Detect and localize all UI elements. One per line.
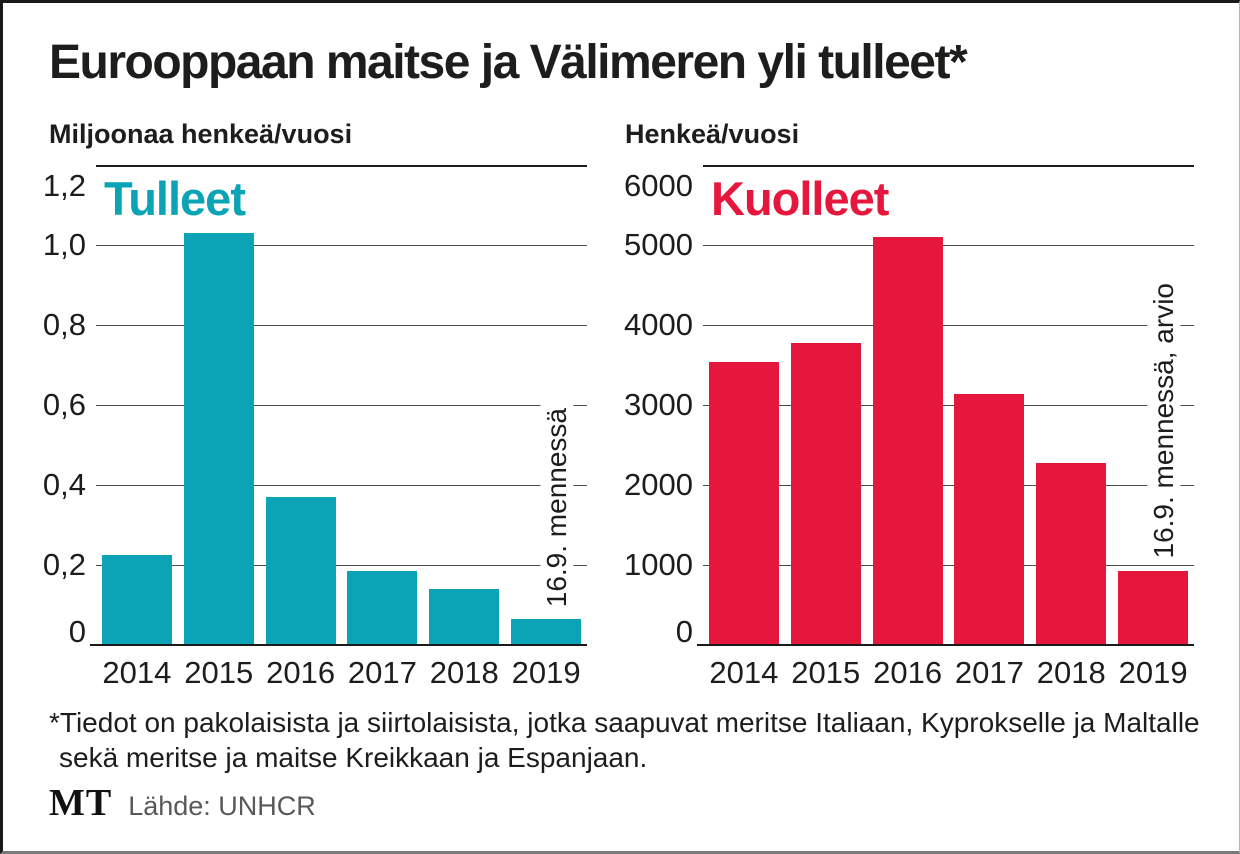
y-axis-tick-label: 0 <box>68 614 86 649</box>
gridline <box>703 404 1194 406</box>
bar-2018 <box>1036 463 1107 645</box>
deaths-y-axis-unit-label: Henkeä/vuosi <box>625 119 800 149</box>
source-label: Lähde: UNHCR <box>128 791 316 821</box>
arrivals-annotation: 16.9. mennessä <box>539 403 573 611</box>
arrivals-chart: Miljoonaa henkeä/vuosi Tulleet 16.9. men… <box>3 3 1239 851</box>
y-axis-tick-label: 0,8 <box>42 307 86 342</box>
gridline <box>96 484 587 486</box>
y-axis-tick-label: 2000 <box>624 467 693 502</box>
y-axis-tick-label: 1000 <box>624 547 693 582</box>
y-axis-tick-label: 5000 <box>624 227 693 262</box>
bar-2018 <box>429 589 500 645</box>
bar-2014 <box>708 361 779 645</box>
arrivals-x-axis-line <box>90 644 587 646</box>
bar-2019 <box>511 619 582 645</box>
gridline <box>703 165 1194 167</box>
footnote-line-1: *Tiedot on pakolaisista ja siirtolaisist… <box>49 707 1200 738</box>
gridline <box>96 165 587 167</box>
page-title: Eurooppaan maitse ja Välimeren yli tulle… <box>49 36 968 89</box>
y-axis-tick-label: 0,2 <box>42 547 86 582</box>
bar-2017 <box>347 571 418 645</box>
x-axis-tick-label: 2016 <box>266 655 336 690</box>
gridline <box>96 564 587 566</box>
bar-2014 <box>101 555 172 645</box>
bar-2016 <box>265 497 336 645</box>
y-axis-tick-label: 0,6 <box>42 387 86 422</box>
y-axis-tick-label: 1,0 <box>42 227 86 262</box>
footnote-line-2: sekä meritse ja maitse Kreikkaan ja Espa… <box>59 742 648 773</box>
y-axis-tick-label: 4000 <box>624 307 693 342</box>
bar-2015 <box>790 343 861 645</box>
bar-2015 <box>183 233 254 645</box>
x-axis-tick-label: 2016 <box>873 655 943 690</box>
gridline <box>703 484 1194 486</box>
deaths-chart: Henkeä/vuosi Kuolleet 16.9. mennessä, ar… <box>3 3 1239 851</box>
gridline <box>703 564 1194 566</box>
gridline <box>96 324 587 326</box>
gridline <box>96 404 587 406</box>
y-axis-tick-label: 6000 <box>624 168 693 203</box>
x-axis-tick-label: 2018 <box>1036 655 1106 690</box>
deaths-plot-area: Kuolleet 16.9. mennessä, arvio 6000 5000 4… <box>624 165 1194 690</box>
gridline <box>703 324 1194 326</box>
deaths-x-axis-line <box>697 644 1194 646</box>
x-axis-tick-label: 2017 <box>954 655 1024 690</box>
y-axis-tick-label: 1,2 <box>42 168 86 203</box>
arrivals-y-axis-unit-label: Miljoonaa henkeä/vuosi <box>49 119 353 149</box>
source-row: MT Lähde: UNHCR <box>49 781 316 825</box>
bar-2017 <box>954 393 1025 645</box>
x-axis-tick-label: 2019 <box>511 655 581 690</box>
x-axis-tick-label: 2015 <box>184 655 254 690</box>
x-axis-tick-label: 2018 <box>429 655 499 690</box>
x-axis-tick-label: 2019 <box>1118 655 1188 690</box>
deaths-annotation: 16.9. mennessä, arvio <box>1146 279 1180 563</box>
deaths-series-label: Kuolleet <box>711 172 889 225</box>
x-axis-tick-label: 2014 <box>102 655 172 690</box>
x-axis-tick-label: 2017 <box>347 655 417 690</box>
y-axis-tick-label: 0,4 <box>42 467 86 502</box>
arrivals-series-label: Tulleet <box>104 172 246 225</box>
bar-2016 <box>872 237 943 645</box>
footnote: *Tiedot on pakolaisista ja siirtolaisist… <box>49 705 1200 775</box>
y-axis-tick-label: 3000 <box>624 387 693 422</box>
y-axis-tick-label: 0 <box>675 614 693 649</box>
x-axis-tick-label: 2015 <box>791 655 861 690</box>
arrivals-plot-area: Tulleet 16.9. mennessä 1,2 1,0 0,8 0,6 0,4 0,… <box>43 165 587 690</box>
gridline <box>703 244 1194 246</box>
gridline <box>96 244 587 246</box>
bar-2019 <box>1118 570 1189 645</box>
x-axis-tick-label: 2014 <box>709 655 779 690</box>
mt-logo: MT <box>49 782 113 824</box>
